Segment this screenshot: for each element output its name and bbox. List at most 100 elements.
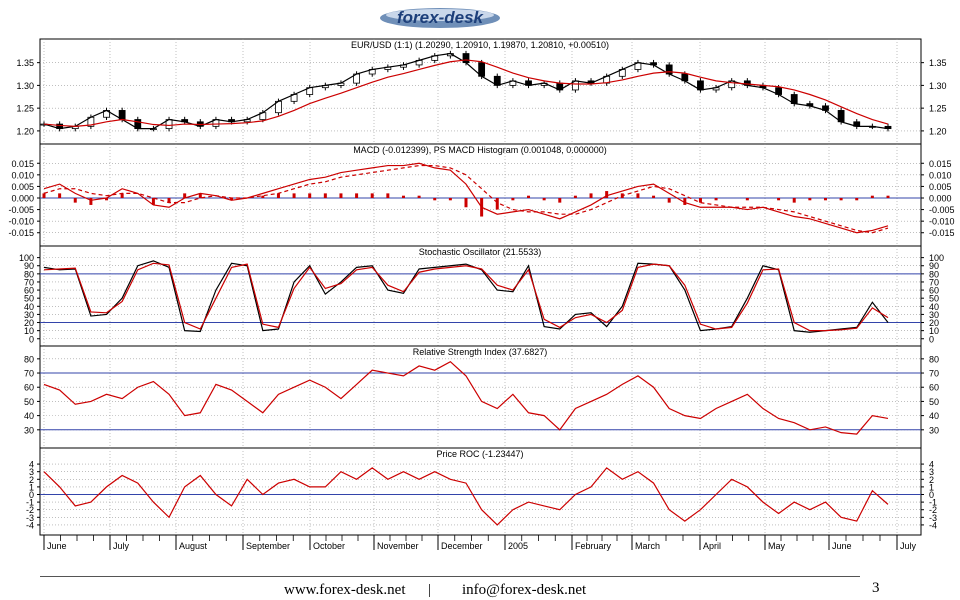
y-tick-label-left: 80 (24, 269, 34, 279)
y-tick-label-right: 80 (929, 354, 939, 364)
pct-K-line (43, 260, 889, 333)
y-tick-label-left: 1.30 (16, 81, 34, 91)
month-label: February (575, 541, 612, 551)
month-label: December (441, 541, 483, 551)
y-tick-label-left: 1 (29, 482, 34, 492)
y-tick-label-right: 0.015 (929, 159, 952, 169)
y-tick-label-right: 40 (929, 411, 939, 421)
signal-line (43, 164, 889, 234)
y-tick-label-left: -0.010 (8, 217, 34, 227)
panel-title: Stochastic Oscillator (21.5533) (419, 247, 542, 257)
y-tick-label-left: -1 (26, 498, 34, 508)
y-tick-label-left: 80 (24, 354, 34, 364)
y-tick-label-left: -4 (26, 520, 34, 530)
panel-frame (39, 447, 922, 536)
page-number: 3 (872, 580, 880, 596)
y-tick-label-left: -2 (26, 505, 34, 515)
y-tick-label-left: -0.005 (8, 205, 34, 215)
month-label: May (768, 541, 786, 551)
forex-desk-logo: forex-desk (378, 4, 502, 30)
month-label: June (832, 541, 852, 551)
y-tick-label-right: 20 (929, 318, 939, 328)
y-tick-label-right: 0.005 (929, 182, 952, 192)
y-tick-label-left: 40 (24, 302, 34, 312)
panel-1: -0.015 -0.015-0.010 -0.010-0.005 -0.0050.00… (8, 143, 955, 247)
y-tick-label-right: 50 (929, 397, 939, 407)
y-tick-label-right: -3 (929, 513, 937, 523)
macd-line (43, 162, 889, 234)
y-tick-label-right: 3 (929, 467, 934, 477)
month-label: 2005 (508, 541, 528, 551)
y-tick-label-left: 1.35 (16, 58, 34, 68)
y-tick-label-right: -2 (929, 505, 937, 515)
y-tick-label-right: -0.010 (929, 217, 955, 227)
footer-email-link[interactable]: info@forex-desk.net (462, 582, 587, 598)
footer-website-link[interactable]: www.forex-desk.net (284, 582, 406, 598)
y-tick-label-right: 0.010 (929, 170, 952, 180)
price-close-line (43, 52, 889, 130)
month-label: October (313, 541, 345, 551)
y-tick-label-left: 50 (24, 294, 34, 304)
forex-technical-chart: 1.20 1.20 1.25 1.25 1.30 1.30 1.35 1.35 EUR/USD … (8, 38, 955, 551)
y-tick-label-left: 1.20 (16, 126, 34, 136)
panel-title: Price ROC (-1.23447) (436, 449, 523, 459)
y-tick-label-right: 70 (929, 369, 939, 379)
month-label: August (179, 541, 208, 551)
y-tick-label-left: 3 (29, 467, 34, 477)
y-tick-label-right: 70 (929, 277, 939, 287)
y-tick-label-left: 100 (19, 253, 34, 263)
y-tick-label-right: -0.015 (929, 228, 955, 238)
y-tick-label-left: 70 (24, 369, 34, 379)
rsi-line (43, 360, 889, 435)
y-tick-label-left: 60 (24, 383, 34, 393)
month-label: June (47, 541, 67, 551)
logo-text: forex-desk (397, 8, 485, 27)
y-tick-label-left: 70 (24, 277, 34, 287)
panel-frame (39, 345, 922, 449)
y-tick-label-left: 1.25 (16, 104, 34, 114)
y-tick-label-right: 1 (929, 482, 934, 492)
y-tick-label-left: 90 (24, 261, 34, 271)
y-tick-label-left: 0 (29, 490, 34, 500)
y-tick-label-right: 90 (929, 261, 939, 271)
y-tick-label-right: 50 (929, 294, 939, 304)
y-tick-label-left: -0.015 (8, 228, 34, 238)
month-label: July (113, 541, 130, 551)
logo-swoosh-highlight (386, 9, 494, 21)
panel-frame (39, 143, 922, 247)
y-tick-label-right: 2 (929, 475, 934, 485)
y-tick-label-left: 0.000 (11, 194, 34, 204)
panel-title: Relative Strength Index (37.6827) (413, 347, 548, 357)
y-tick-label-left: -3 (26, 513, 34, 523)
panel-title: MACD (-0.012399), PS MACD Histogram (0.0… (353, 145, 607, 155)
y-tick-label-right: 10 (929, 326, 939, 336)
month-label: July (900, 541, 917, 551)
panel-3: 30 30 40 40 50 50 60 60 70 70 80 80 Relative Strengt… (24, 345, 939, 449)
y-tick-label-left: 0.015 (11, 159, 34, 169)
y-tick-label-right: 1.25 (929, 104, 947, 114)
month-label: April (703, 541, 721, 551)
y-tick-label-left: 2 (29, 475, 34, 485)
y-tick-label-left: 60 (24, 286, 34, 296)
month-axis: June July August September October November De… (40, 534, 921, 551)
y-tick-label-left: 50 (24, 397, 34, 407)
y-tick-label-left: 30 (24, 425, 34, 435)
y-tick-label-right: 1.20 (929, 126, 947, 136)
y-tick-label-left: 0.010 (11, 170, 34, 180)
y-tick-label-right: 1.30 (929, 81, 947, 91)
indicator-panels: 1.20 1.20 1.25 1.25 1.30 1.30 1.35 1.35 EUR/USD … (8, 38, 955, 536)
month-label: November (377, 541, 419, 551)
panel-frame (39, 38, 922, 145)
y-tick-label-right: -1 (929, 498, 937, 508)
y-tick-label-right: -4 (929, 520, 937, 530)
y-tick-label-right: 0 (929, 334, 934, 344)
y-tick-label-right: 0.000 (929, 194, 952, 204)
y-tick-label-right: 100 (929, 253, 944, 263)
y-tick-label-right: 30 (929, 310, 939, 320)
y-tick-label-left: 20 (24, 318, 34, 328)
footer: www.forex-desk.net | info@forex-desk.net… (0, 576, 960, 600)
y-tick-label-right: 4 (929, 460, 934, 470)
pct-D-line (43, 262, 889, 332)
